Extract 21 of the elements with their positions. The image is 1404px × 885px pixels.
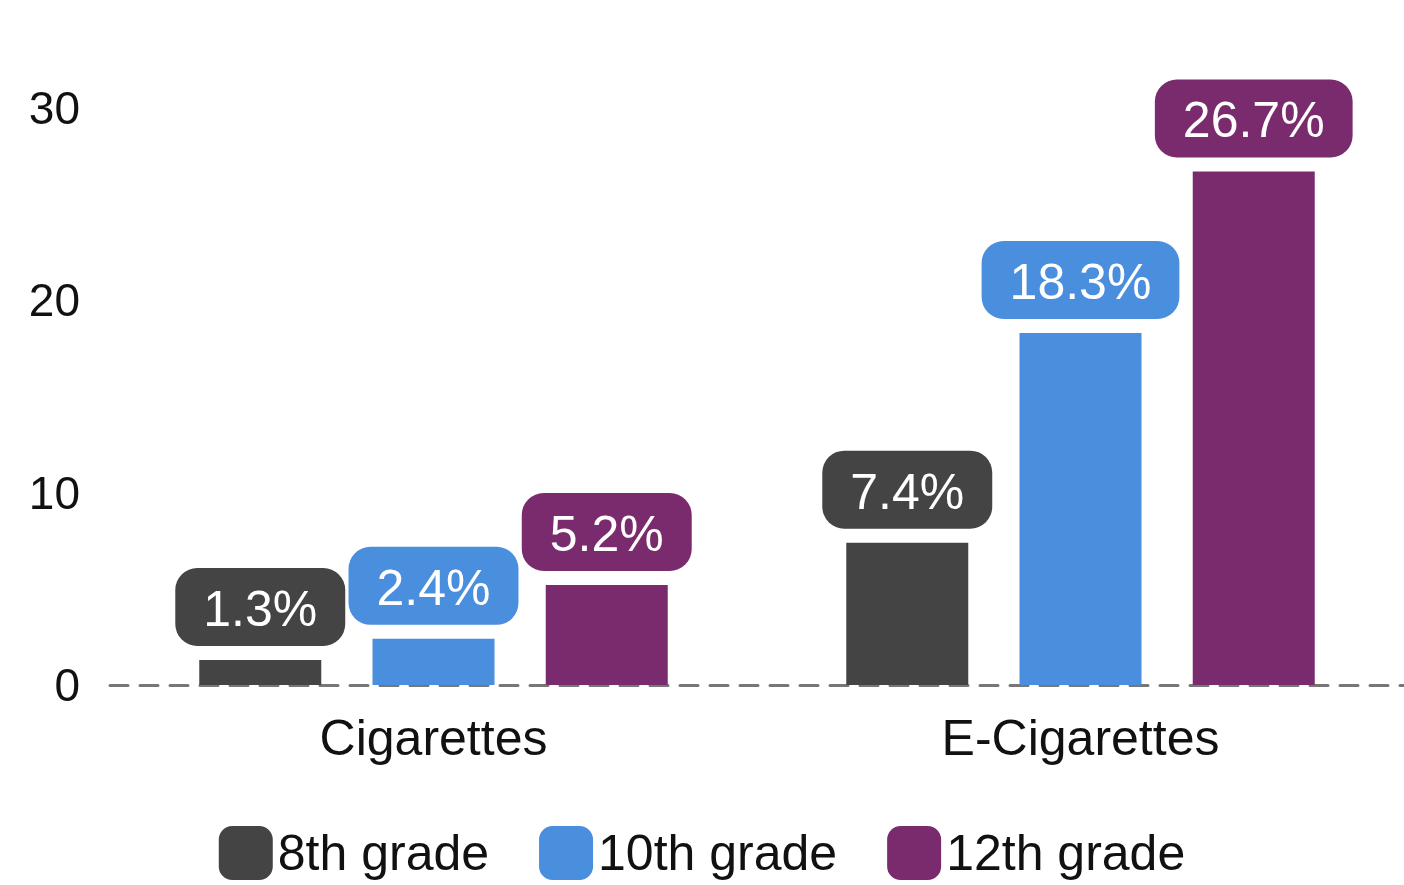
bar: [372, 638, 495, 685]
x-tick-label: E-Cigarettes: [941, 710, 1220, 766]
legend-label: 10th grade: [598, 825, 838, 881]
legend-label: 8th grade: [277, 825, 490, 881]
data-label: 26.7%: [1182, 92, 1325, 149]
data-label: 18.3%: [1009, 254, 1152, 311]
bar: [545, 584, 668, 685]
data-label: 7.4%: [850, 463, 965, 520]
y-tick-label: 30: [28, 82, 80, 134]
x-tick-label: Cigarettes: [319, 710, 548, 766]
y-tick-label: 0: [54, 659, 80, 711]
legend-label: 12th grade: [946, 825, 1186, 881]
data-label: 2.4%: [376, 559, 491, 616]
bar: [199, 660, 322, 685]
data-label: 1.3%: [203, 581, 318, 637]
data-label: 5.2%: [549, 505, 664, 562]
bar: [846, 542, 969, 685]
bar: [1019, 333, 1142, 685]
y-tick-label: 20: [28, 274, 80, 327]
y-tick-label: 10: [28, 466, 80, 519]
bar: [1192, 171, 1315, 685]
